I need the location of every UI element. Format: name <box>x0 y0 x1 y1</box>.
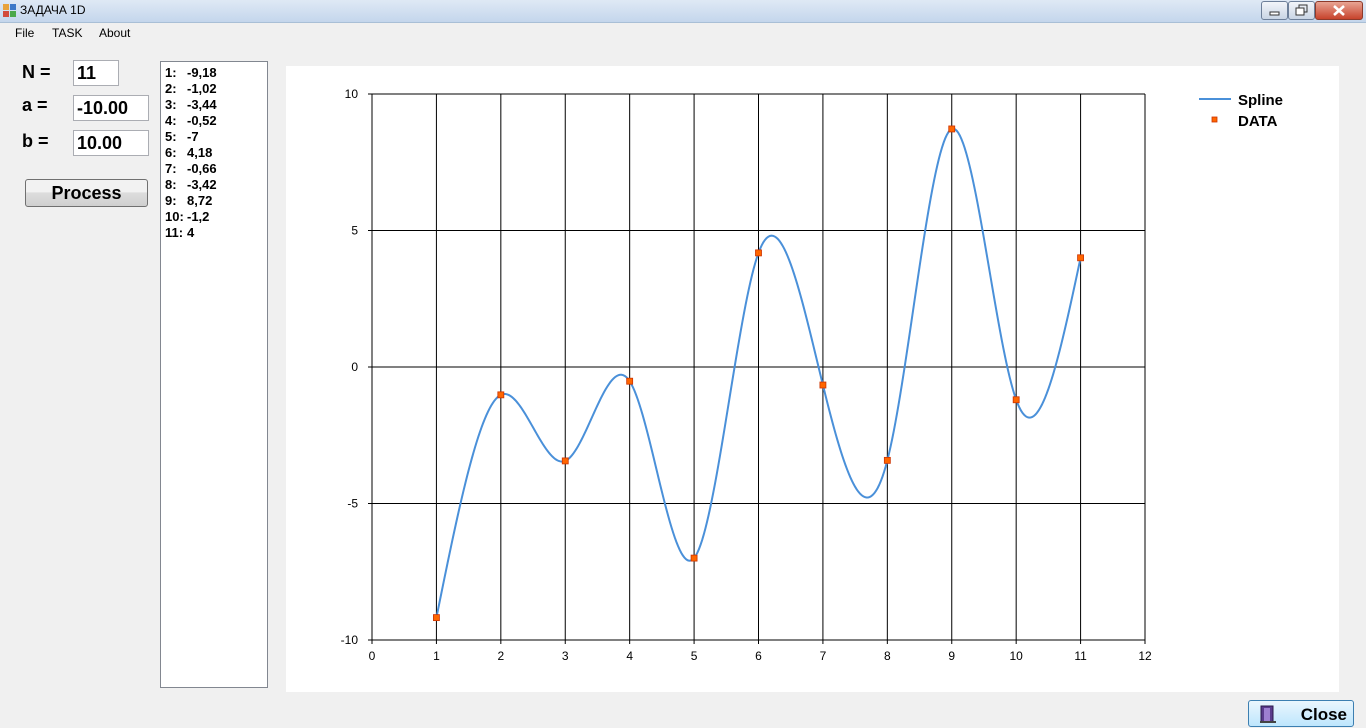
list-item-value: -3,44 <box>187 97 217 112</box>
list-item-index: 8: <box>165 177 177 192</box>
data-point-marker <box>626 377 634 385</box>
x-tick-label: 8 <box>884 649 891 663</box>
x-tick-label: 3 <box>562 649 569 663</box>
legend-data-swatch <box>1211 116 1218 123</box>
x-icon <box>1333 5 1345 16</box>
menu-file[interactable]: File <box>15 26 35 40</box>
chart-legend: Spline DATA <box>1199 92 1283 130</box>
n-input[interactable] <box>73 60 119 86</box>
y-tick-label: 10 <box>345 87 359 101</box>
menu-task[interactable]: TASK <box>52 26 83 40</box>
data-point-marker <box>883 456 891 464</box>
y-tick-label: 0 <box>351 360 358 374</box>
close-button[interactable]: Close <box>1248 700 1354 727</box>
results-listbox[interactable]: 1: -9,18 2: -1,02 3: -3,44 4: -0,52 5: -7 6: 4,18 7:… <box>160 61 268 688</box>
list-item-index: 6: <box>165 145 177 160</box>
list-item-value: -9,18 <box>187 65 217 80</box>
a-label: a = <box>22 95 48 115</box>
minimize-button[interactable] <box>1261 1 1288 20</box>
list-item-value: -3,42 <box>187 177 217 192</box>
data-point-marker <box>561 457 569 465</box>
x-tick-label: 11 <box>1074 649 1087 663</box>
data-point-marker <box>948 125 956 133</box>
minimize-icon <box>1269 11 1280 16</box>
list-item-index: 1: <box>165 65 177 80</box>
data-point-marker <box>690 554 698 562</box>
chart-panel: 0 1 2 3 4 5 6 7 8 9 10 11 12 -10 -5 0 5 10 Spline DATA <box>286 66 1339 692</box>
data-point-marker <box>819 381 827 389</box>
x-tick-label: 9 <box>948 649 955 663</box>
data-point-marker <box>433 614 440 622</box>
list-item-index: 2: <box>165 81 177 96</box>
menu-bar: File TASK About <box>0 23 1366 43</box>
legend-spline-label: Spline <box>1238 92 1283 109</box>
x-tick-label: 7 <box>820 649 827 663</box>
window-title: ЗАДАЧА 1D <box>20 3 86 17</box>
data-point-marker <box>1077 254 1084 262</box>
y-tick-label: -10 <box>341 633 359 647</box>
process-button[interactable]: Process <box>25 179 148 207</box>
x-tick-label: 0 <box>369 649 376 663</box>
list-item-value: 8,72 <box>187 193 213 208</box>
restore-button[interactable] <box>1288 1 1315 20</box>
window-close-button[interactable] <box>1315 1 1363 20</box>
y-tick-label: 5 <box>351 224 358 238</box>
x-tick-label: 4 <box>626 649 633 663</box>
close-button-label: Close <box>1300 705 1347 724</box>
x-tick-label: 5 <box>691 649 698 663</box>
title-bar: ЗАДАЧА 1D <box>0 0 1366 23</box>
legend-data-label: DATA <box>1238 113 1278 130</box>
list-item-index: 3: <box>165 97 177 112</box>
list-item-index: 5: <box>165 129 177 144</box>
x-tick-label: 1 <box>433 649 440 663</box>
app-icon <box>3 4 17 18</box>
list-item-value: -0,52 <box>187 113 217 128</box>
data-point-marker <box>755 249 762 257</box>
data-point-marker <box>1012 396 1020 404</box>
x-tick-label: 6 <box>755 649 762 663</box>
list-item-value: -1,2 <box>187 209 210 224</box>
list-item-index: 7: <box>165 161 177 176</box>
b-input[interactable] <box>73 130 149 156</box>
list-item-index: 4: <box>165 113 177 128</box>
list-item-value: -1,02 <box>187 81 217 96</box>
menu-about[interactable]: About <box>99 26 131 40</box>
list-item-index: 10: <box>165 209 184 224</box>
list-item-value: -7 <box>187 129 199 144</box>
data-point-marker <box>497 391 505 399</box>
n-label: N = <box>22 62 51 82</box>
list-item-value: -0,66 <box>187 161 217 176</box>
y-tick-label: -5 <box>347 497 358 511</box>
list-item-index: 11: <box>165 225 184 240</box>
b-label: b = <box>22 131 49 151</box>
door-exit-icon <box>1260 705 1276 723</box>
x-tick-label: 12 <box>1138 649 1152 663</box>
list-item-index: 9: <box>165 193 177 208</box>
x-tick-label: 10 <box>1009 649 1023 663</box>
list-item-value: 4 <box>187 225 195 240</box>
a-input[interactable] <box>73 95 149 121</box>
x-tick-label: 2 <box>497 649 504 663</box>
restore-icon <box>1295 4 1308 16</box>
list-item-value: 4,18 <box>187 145 213 160</box>
